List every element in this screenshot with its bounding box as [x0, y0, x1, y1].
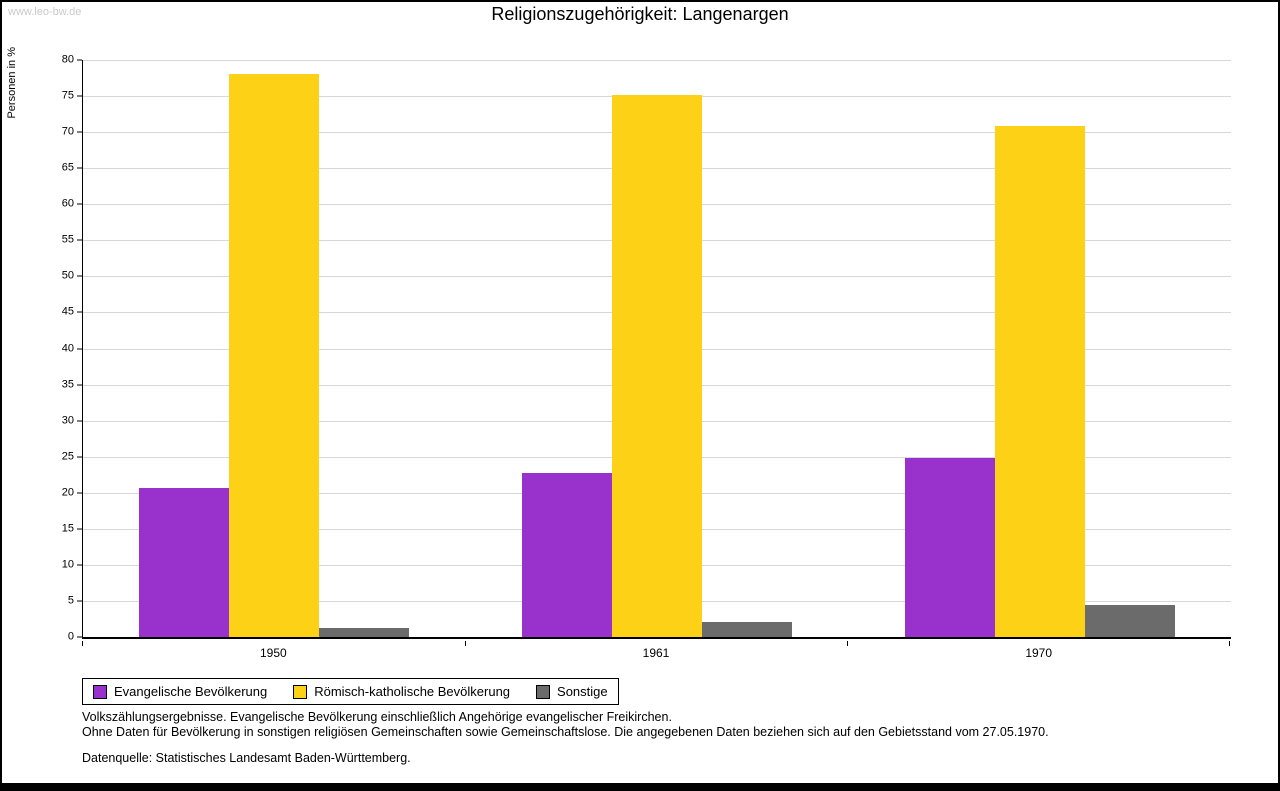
y-tick: 0: [67, 630, 82, 643]
y-tick-label: 70: [61, 125, 74, 138]
x-axis-labels: 1950 1961 1970: [82, 646, 1230, 660]
data-source-note: Datenquelle: Statistisches Landesamt Bad…: [82, 751, 411, 765]
x-axis-ticks: [82, 641, 1230, 647]
y-tick: 5: [68, 595, 82, 606]
bar: [994, 126, 1085, 637]
y-tick-mark: [77, 600, 82, 602]
y-axis-ticks: 0 5 10 15 20 25 30 35 40 45 50 55 60 65 70 75 80: [2, 54, 82, 642]
y-tick-label: 55: [61, 233, 74, 246]
legend-label: Evangelische Bevölkerung: [114, 684, 268, 699]
legend-item: Evangelische Bevölkerung: [93, 684, 267, 699]
legend-item: Römisch-katholische Bevölkerung: [293, 684, 510, 699]
y-tick-label: 10: [61, 558, 74, 571]
y-tick: 80: [61, 53, 82, 66]
y-tick-mark: [77, 384, 82, 386]
x-tick-mark: [82, 641, 83, 646]
y-tick-mark: [77, 564, 82, 566]
x-tick-label: 1961: [642, 646, 670, 660]
y-tick: 10: [62, 559, 82, 570]
bar: [904, 458, 995, 637]
bar: [522, 473, 612, 637]
y-tick: 55: [61, 233, 82, 246]
y-tick-mark: [77, 636, 82, 638]
bar: [1084, 604, 1175, 637]
bar: [319, 627, 410, 637]
footnotes: Volkszählungsergebnisse. Evangelische Be…: [82, 710, 1258, 766]
legend-swatch: [93, 684, 107, 699]
bar: [139, 487, 230, 637]
y-tick: 75: [61, 89, 82, 102]
bar-groups: [83, 60, 1231, 637]
x-tick-mark: [1229, 641, 1230, 646]
y-tick-mark: [77, 167, 82, 169]
bar-group-1961: [466, 60, 849, 637]
y-tick-label: 45: [61, 305, 74, 318]
y-tick-mark: [77, 275, 82, 277]
legend: Evangelische Bevölkerung Römisch-katholis…: [82, 678, 619, 705]
legend-item: Sonstige: [536, 684, 608, 699]
gridline: [83, 60, 1231, 61]
chart-title: Religionszugehörigkeit: Langenargen: [491, 4, 789, 24]
y-tick-mark: [77, 59, 82, 61]
y-tick-label: 40: [61, 342, 74, 354]
y-tick-mark: [77, 239, 82, 241]
y-tick-mark: [77, 131, 82, 133]
y-tick-mark: [77, 311, 82, 313]
x-tick-mark: [847, 641, 849, 646]
y-tick-label: 0: [67, 630, 74, 643]
footnote-line-1: Volkszählungsergebnisse. Evangelische Be…: [82, 710, 672, 724]
y-tick: 35: [62, 379, 82, 390]
y-tick-label: 25: [61, 450, 74, 463]
y-tick: 60: [61, 197, 82, 210]
y-tick-mark: [77, 420, 82, 422]
x-tick-label: 1970: [1025, 646, 1053, 660]
y-tick-mark: [77, 95, 82, 97]
plot-area: [82, 60, 1231, 639]
footnote-line-2: Ohne Daten für Bevölkerung in sonstigen …: [82, 725, 1049, 739]
y-tick: 25: [62, 451, 82, 462]
y-tick: 70: [61, 125, 82, 138]
bar: [702, 621, 792, 637]
legend-swatch: [536, 684, 551, 699]
y-tick-label: 60: [61, 197, 74, 210]
y-tick-mark: [77, 456, 82, 458]
y-tick-label: 15: [61, 522, 74, 535]
y-tick-mark: [77, 528, 82, 530]
y-tick-label: 65: [61, 161, 74, 174]
y-tick: 30: [62, 415, 82, 426]
y-tick: 50: [61, 269, 82, 282]
y-tick: 40: [62, 343, 82, 354]
bar: [612, 94, 702, 637]
y-tick: 45: [61, 305, 82, 318]
legend-label: Sonstige: [557, 684, 608, 699]
legend-swatch: [293, 684, 308, 699]
y-tick-mark: [77, 203, 82, 205]
y-tick-label: 50: [61, 269, 74, 282]
x-tick-mark: [464, 641, 466, 646]
y-tick-label: 80: [61, 53, 74, 66]
y-tick-label: 35: [61, 378, 74, 391]
bar-group-1950: [83, 60, 466, 637]
bar-group-1970: [848, 60, 1231, 637]
y-tick-label: 75: [61, 89, 74, 102]
x-tick-label: 1950: [259, 646, 287, 660]
y-tick-label: 30: [61, 414, 74, 427]
bar: [229, 74, 320, 637]
y-tick-label: 20: [61, 486, 74, 499]
y-tick: 20: [62, 487, 82, 498]
y-tick-label: 5: [67, 594, 74, 607]
y-tick-mark: [77, 492, 82, 494]
legend-label: Römisch-katholische Bevölkerung: [314, 684, 511, 699]
y-tick-mark: [77, 348, 82, 349]
y-tick: 15: [62, 523, 82, 534]
watermark: www.leo-bw.de: [8, 6, 82, 18]
y-tick: 65: [61, 161, 82, 174]
